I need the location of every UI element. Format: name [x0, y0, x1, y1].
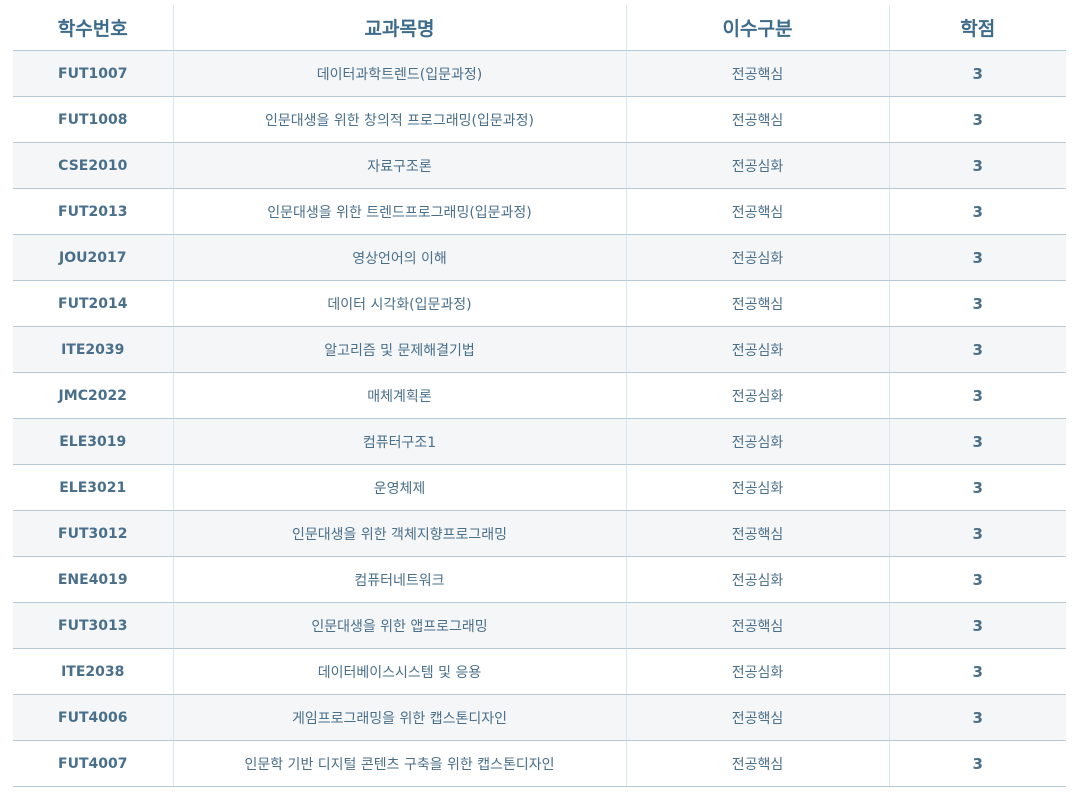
- table-row: FUT3012 인문대생을 위한 객체지향프로그래밍 전공핵심 3: [13, 510, 1066, 557]
- credit-cell: 3: [889, 234, 1066, 281]
- course-name-cell: 매체계획론: [173, 372, 627, 419]
- table-row: ELE3019 컴퓨터구조1 전공심화 3: [13, 418, 1066, 465]
- table-row: ITE2038 데이터베이스시스템 및 응용 전공심화 3: [13, 648, 1066, 695]
- table-row: CSE2010 자료구조론 전공심화 3: [13, 142, 1066, 189]
- course-code-cell: CSE2010: [13, 142, 174, 189]
- table-row: ELE3021 운영체제 전공심화 3: [13, 464, 1066, 511]
- header-credit: 학점: [889, 5, 1066, 51]
- table-row: FUT4007 인문학 기반 디지털 콘텐츠 구축을 위한 캡스톤디자인 전공핵심 3: [13, 740, 1066, 787]
- table-row: ENE4019 컴퓨터네트워크 전공심화 3: [13, 556, 1066, 603]
- course-name-cell: 인문대생을 위한 앱프로그래밍: [173, 602, 627, 649]
- course-table-container: 학수번호 교과목명 이수구분 학점 FUT1007 데이터과학트렌드(입문과정) 전…: [13, 5, 1066, 787]
- table-row: JMC2022 매체계획론 전공심화 3: [13, 372, 1066, 419]
- course-category-cell: 전공심화: [626, 142, 890, 189]
- course-code-cell: FUT3013: [13, 602, 174, 649]
- course-category-cell: 전공핵심: [626, 280, 890, 327]
- table-row: FUT1008 인문대생을 위한 창의적 프로그래밍(입문과정) 전공핵심 3: [13, 96, 1066, 143]
- credit-cell: 3: [889, 50, 1066, 97]
- course-category-cell: 전공심화: [626, 234, 890, 281]
- course-name-cell: 인문대생을 위한 트렌드프로그래밍(입문과정): [173, 188, 627, 235]
- header-course-name: 교과목명: [173, 5, 627, 51]
- course-name-cell: 데이터베이스시스템 및 응용: [173, 648, 627, 695]
- credit-cell: 3: [889, 372, 1066, 419]
- table-row: FUT2013 인문대생을 위한 트렌드프로그래밍(입문과정) 전공핵심 3: [13, 188, 1066, 235]
- course-code-cell: FUT1007: [13, 50, 174, 97]
- credit-cell: 3: [889, 602, 1066, 649]
- course-name-cell: 컴퓨터네트워크: [173, 556, 627, 603]
- course-code-cell: ITE2039: [13, 326, 174, 373]
- course-category-cell: 전공핵심: [626, 50, 890, 97]
- credit-cell: 3: [889, 142, 1066, 189]
- course-code-cell: FUT4007: [13, 740, 174, 787]
- table-row: FUT2014 데이터 시각화(입문과정) 전공핵심 3: [13, 280, 1066, 327]
- course-code-cell: FUT1008: [13, 96, 174, 143]
- course-name-cell: 영상언어의 이해: [173, 234, 627, 281]
- course-name-cell: 인문대생을 위한 객체지향프로그래밍: [173, 510, 627, 557]
- course-name-cell: 컴퓨터구조1: [173, 418, 627, 465]
- credit-cell: 3: [889, 510, 1066, 557]
- course-code-cell: FUT4006: [13, 694, 174, 741]
- course-category-cell: 전공핵심: [626, 188, 890, 235]
- course-name-cell: 알고리즘 및 문제해결기법: [173, 326, 627, 373]
- course-code-cell: FUT2013: [13, 188, 174, 235]
- course-name-cell: 인문대생을 위한 창의적 프로그래밍(입문과정): [173, 96, 627, 143]
- table-body: FUT1007 데이터과학트렌드(입문과정) 전공핵심 3 FUT1008 인문대생을 위…: [13, 50, 1066, 787]
- credit-cell: 3: [889, 740, 1066, 787]
- course-category-cell: 전공핵심: [626, 602, 890, 649]
- table-row: FUT3013 인문대생을 위한 앱프로그래밍 전공핵심 3: [13, 602, 1066, 649]
- credit-cell: 3: [889, 648, 1066, 695]
- credit-cell: 3: [889, 188, 1066, 235]
- credit-cell: 3: [889, 418, 1066, 465]
- header-row: 학수번호 교과목명 이수구분 학점: [13, 5, 1066, 51]
- course-category-cell: 전공심화: [626, 372, 890, 419]
- course-category-cell: 전공핵심: [626, 694, 890, 741]
- course-category-cell: 전공핵심: [626, 96, 890, 143]
- course-code-cell: ELE3019: [13, 418, 174, 465]
- course-code-cell: ITE2038: [13, 648, 174, 695]
- course-name-cell: 게임프로그래밍을 위한 캡스톤디자인: [173, 694, 627, 741]
- course-name-cell: 인문학 기반 디지털 콘텐츠 구축을 위한 캡스톤디자인: [173, 740, 627, 787]
- credit-cell: 3: [889, 694, 1066, 741]
- table-row: ITE2039 알고리즘 및 문제해결기법 전공심화 3: [13, 326, 1066, 373]
- table-row: FUT4006 게임프로그래밍을 위한 캡스톤디자인 전공핵심 3: [13, 694, 1066, 741]
- course-name-cell: 데이터과학트렌드(입문과정): [173, 50, 627, 97]
- course-code-cell: ELE3021: [13, 464, 174, 511]
- course-name-cell: 운영체제: [173, 464, 627, 511]
- course-table: 학수번호 교과목명 이수구분 학점 FUT1007 데이터과학트렌드(입문과정) 전…: [13, 5, 1066, 787]
- course-name-cell: 자료구조론: [173, 142, 627, 189]
- course-category-cell: 전공심화: [626, 418, 890, 465]
- course-category-cell: 전공심화: [626, 464, 890, 511]
- table-header: 학수번호 교과목명 이수구분 학점: [13, 5, 1066, 51]
- course-code-cell: FUT3012: [13, 510, 174, 557]
- table-row: FUT1007 데이터과학트렌드(입문과정) 전공핵심 3: [13, 50, 1066, 97]
- credit-cell: 3: [889, 96, 1066, 143]
- credit-cell: 3: [889, 556, 1066, 603]
- course-category-cell: 전공심화: [626, 648, 890, 695]
- credit-cell: 3: [889, 326, 1066, 373]
- header-course-category: 이수구분: [626, 5, 890, 51]
- course-code-cell: JMC2022: [13, 372, 174, 419]
- credit-cell: 3: [889, 280, 1066, 327]
- course-code-cell: JOU2017: [13, 234, 174, 281]
- course-category-cell: 전공핵심: [626, 510, 890, 557]
- course-category-cell: 전공심화: [626, 326, 890, 373]
- course-code-cell: ENE4019: [13, 556, 174, 603]
- table-row: JOU2017 영상언어의 이해 전공심화 3: [13, 234, 1066, 281]
- course-category-cell: 전공심화: [626, 556, 890, 603]
- course-code-cell: FUT2014: [13, 280, 174, 327]
- header-course-code: 학수번호: [13, 5, 174, 51]
- course-category-cell: 전공핵심: [626, 740, 890, 787]
- credit-cell: 3: [889, 464, 1066, 511]
- course-name-cell: 데이터 시각화(입문과정): [173, 280, 627, 327]
